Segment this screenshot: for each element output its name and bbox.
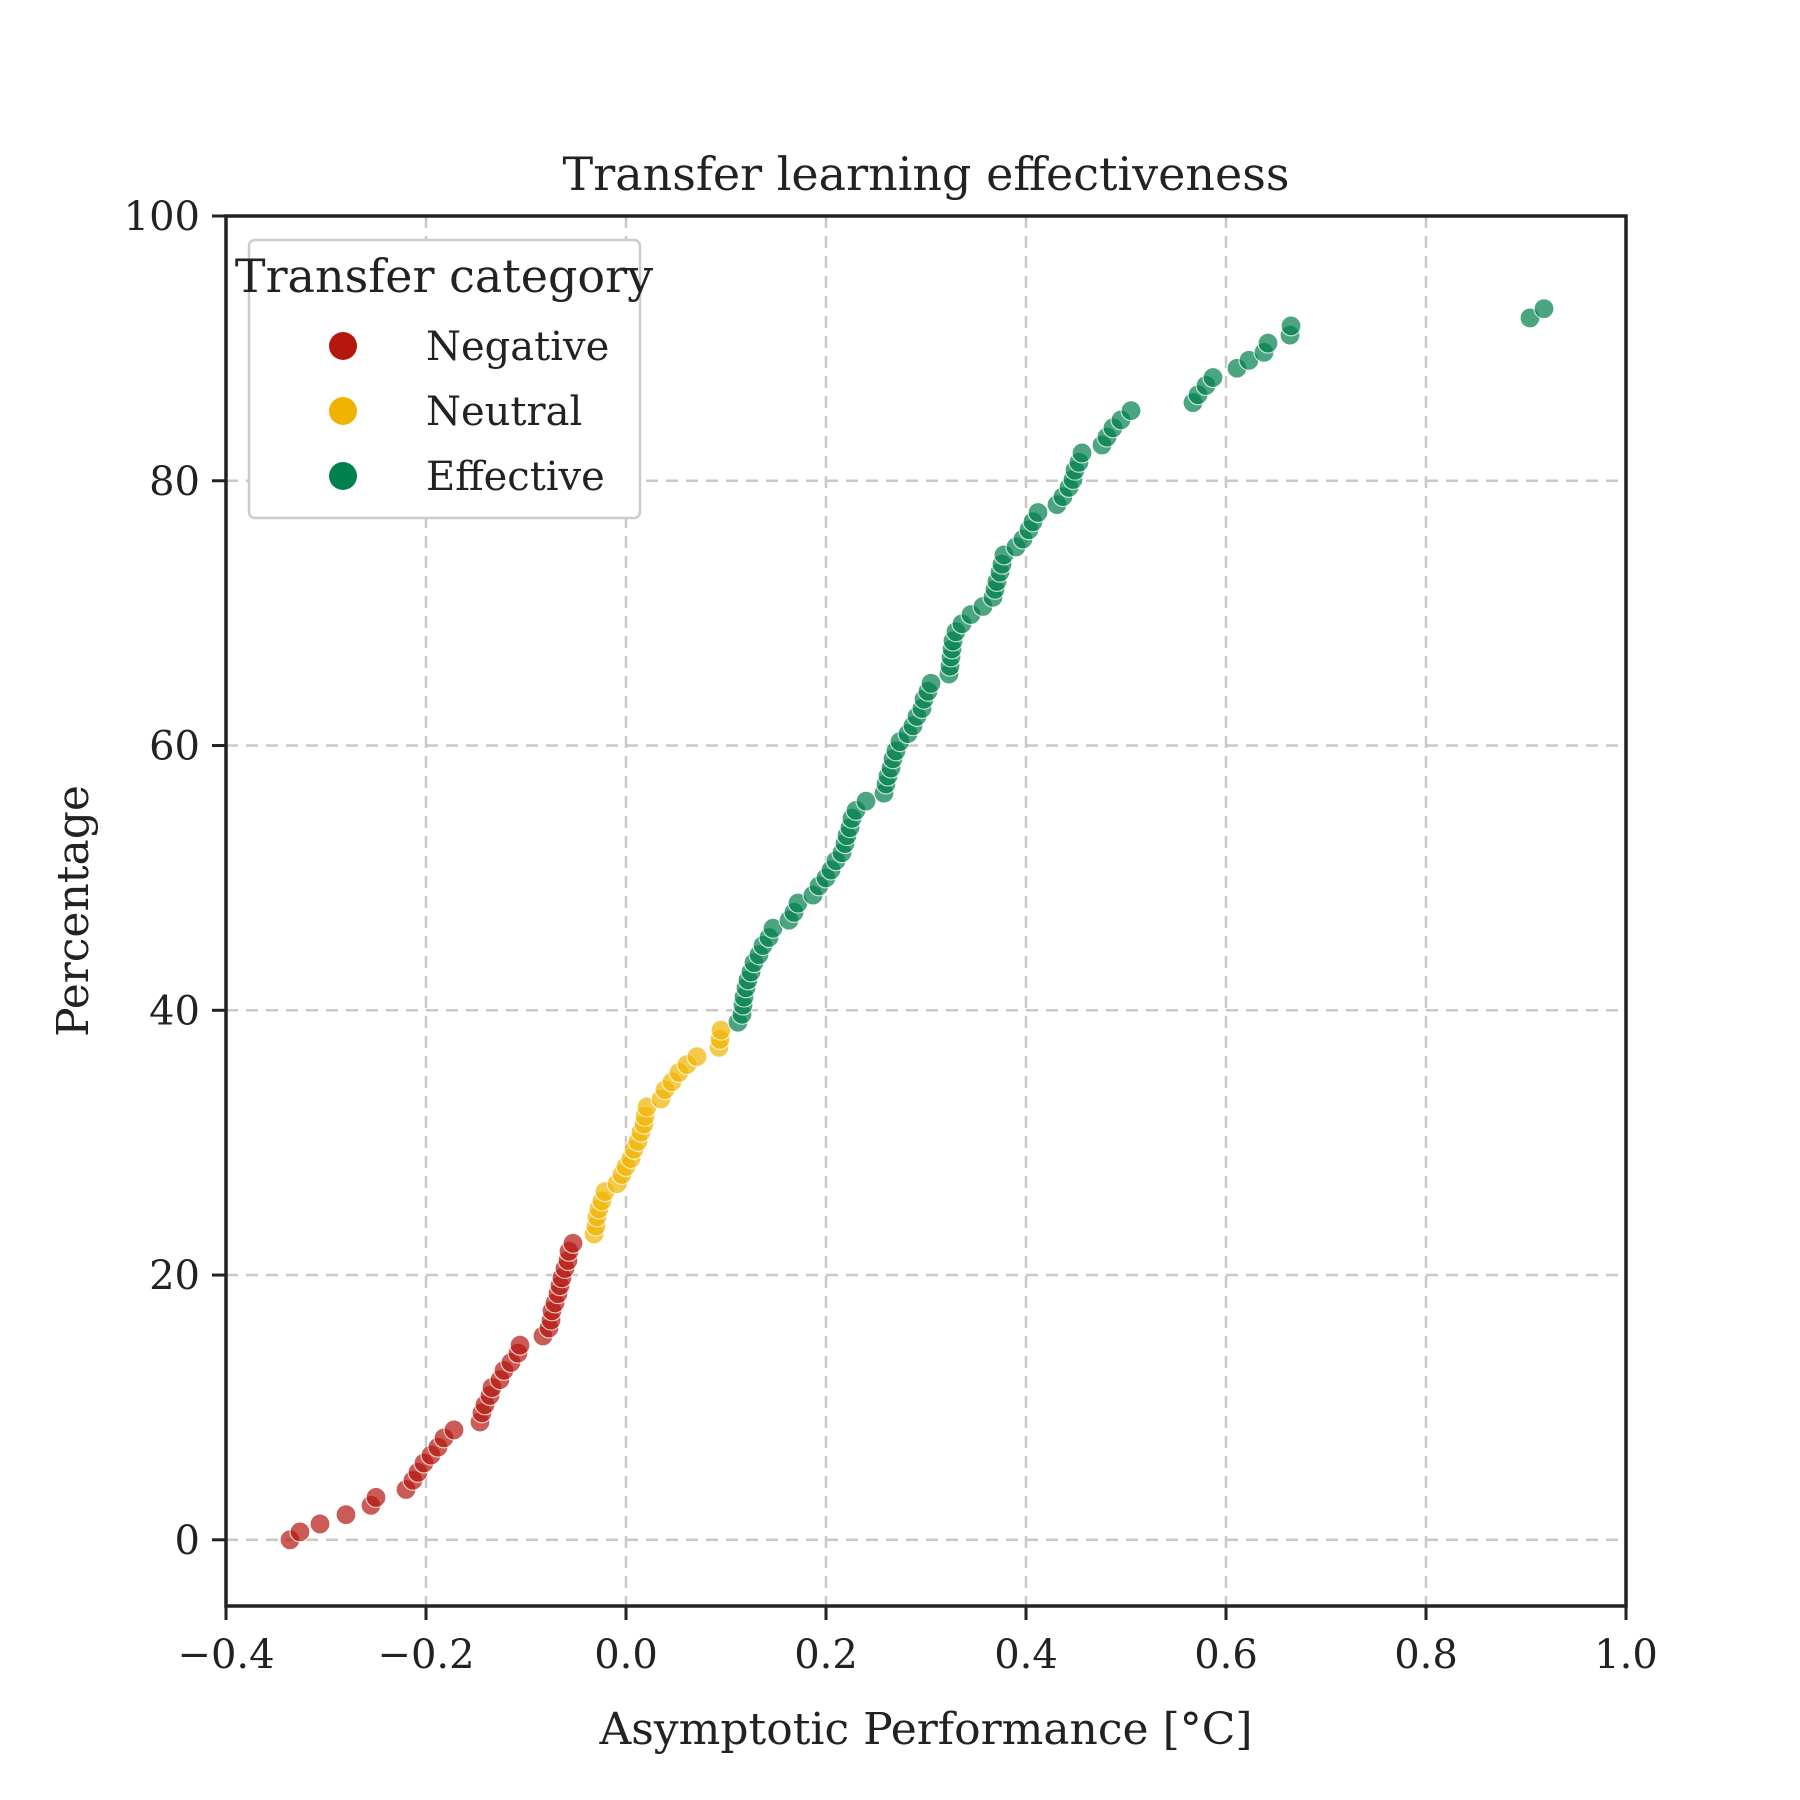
legend-box [247, 238, 642, 520]
x-tick-label: −0.4 [177, 1632, 274, 1678]
y-tick-label: 40 [149, 988, 200, 1034]
x-tick-label: 0.4 [994, 1632, 1058, 1678]
legend: Transfer category Negative Neutral Effecti… [235, 238, 653, 520]
x-tick-label: −0.2 [377, 1632, 474, 1678]
point-neutral [686, 1046, 708, 1068]
legend-label-neutral: Neutral [426, 389, 582, 435]
axis-ticks: −0.4 −0.2 0.0 0.2 0.4 0.6 0.8 1.0 0 20 40 60 80 100 [124, 194, 1658, 1678]
point-effective [920, 672, 942, 694]
legend-title: Transfer category [235, 249, 653, 303]
point-effective [1027, 501, 1049, 524]
point-negative [335, 1504, 357, 1526]
data-points [279, 298, 1555, 1551]
legend-items: Negative Neutral Effective [329, 324, 609, 500]
y-tick-label: 80 [149, 459, 200, 505]
point-effective [1533, 298, 1555, 320]
x-tick-label: 0.6 [1194, 1632, 1258, 1678]
legend-marker-effective [329, 462, 357, 490]
y-tick-label: 100 [124, 194, 200, 240]
legend-label-negative: Negative [426, 324, 609, 370]
point-negative [365, 1486, 387, 1509]
chart-title: Transfer learning effectiveness [563, 147, 1290, 201]
legend-marker-negative [329, 332, 357, 360]
point-effective [1120, 400, 1142, 422]
y-tick-label: 60 [149, 724, 200, 770]
point-effective [1280, 315, 1302, 337]
point-effective [855, 790, 877, 812]
x-tick-label: 0.8 [1394, 1632, 1458, 1678]
x-tick-label: 0.2 [794, 1632, 858, 1678]
legend-marker-neutral [329, 397, 357, 425]
point-effective [1202, 366, 1224, 389]
point-negative [443, 1419, 465, 1441]
point-negative [509, 1334, 531, 1356]
legend-label-effective: Effective [426, 454, 605, 500]
x-axis-label: Asymptotic Performance [°C] [598, 1704, 1252, 1755]
point-negative [289, 1521, 311, 1543]
plot-frame [224, 214, 1628, 1608]
y-tick-label: 0 [175, 1518, 200, 1564]
y-tick-label: 20 [149, 1253, 200, 1299]
point-negative [562, 1232, 584, 1254]
y-axis-label: Percentage [48, 785, 99, 1037]
x-tick-label: 1.0 [1594, 1632, 1658, 1678]
point-effective [1257, 332, 1279, 354]
x-tick-label: 0.0 [594, 1632, 658, 1678]
point-effective [1071, 442, 1093, 464]
point-negative [309, 1513, 331, 1535]
